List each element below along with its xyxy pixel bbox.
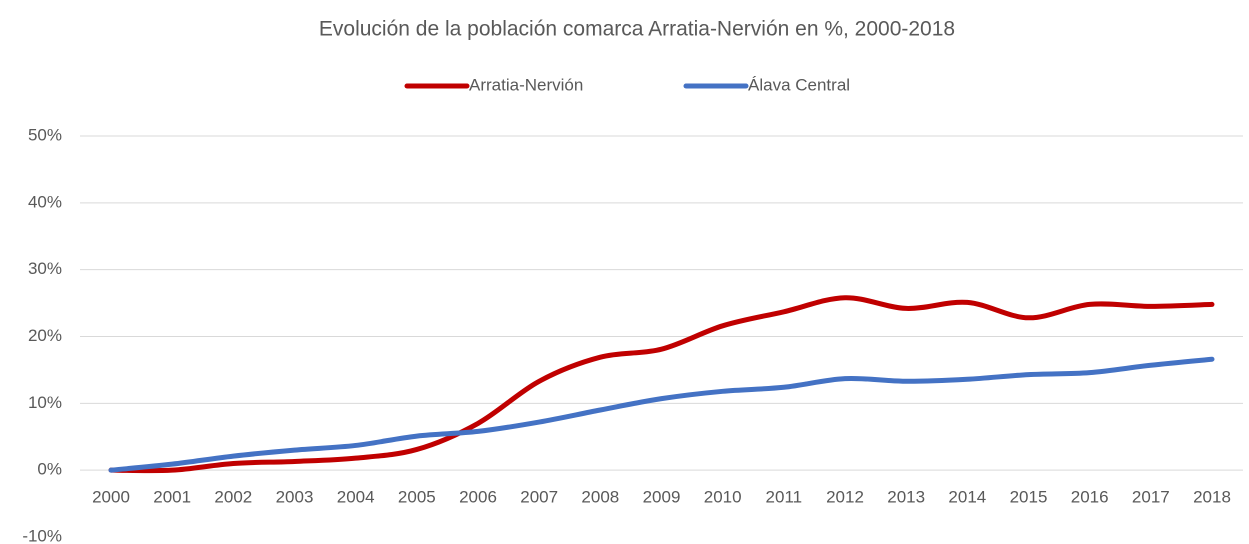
- x-tick-label: 2017: [1132, 488, 1170, 507]
- x-tick-label: 2014: [948, 488, 986, 507]
- x-tick-label: 2018: [1193, 488, 1231, 507]
- y-tick-label: 10%: [28, 393, 62, 412]
- y-tick-label: -10%: [22, 526, 62, 544]
- x-tick-label: 2004: [337, 488, 375, 507]
- x-tick-label: 2008: [581, 488, 619, 507]
- x-tick-label: 2005: [398, 488, 436, 507]
- legend-label: Arratia-Nervión: [469, 75, 583, 94]
- legend-label: Álava Central: [748, 75, 850, 94]
- y-tick-label: 40%: [28, 192, 62, 211]
- x-tick-label: 2006: [459, 488, 497, 507]
- x-tick-label: 2016: [1071, 488, 1109, 507]
- x-tick-label: 2013: [887, 488, 925, 507]
- x-tick-label: 2000: [92, 488, 130, 507]
- y-tick-label: 20%: [28, 326, 62, 345]
- x-tick-label: 2003: [276, 488, 314, 507]
- y-tick-label: 0%: [37, 460, 62, 479]
- x-tick-label: 2015: [1010, 488, 1048, 507]
- x-tick-label: 2009: [643, 488, 681, 507]
- x-tick-label: 2001: [153, 488, 191, 507]
- y-tick-label: 30%: [28, 259, 62, 278]
- x-tick-label: 2007: [520, 488, 558, 507]
- series-line: [108, 295, 1215, 474]
- x-tick-label: 2012: [826, 488, 864, 507]
- x-tick-label: 2010: [704, 488, 742, 507]
- x-tick-label: 2002: [214, 488, 252, 507]
- x-tick-label: 2011: [766, 488, 803, 507]
- series-line: [108, 356, 1215, 473]
- chart-title: Evolución de la población comarca Arrati…: [319, 18, 955, 41]
- y-tick-label: 50%: [28, 125, 62, 144]
